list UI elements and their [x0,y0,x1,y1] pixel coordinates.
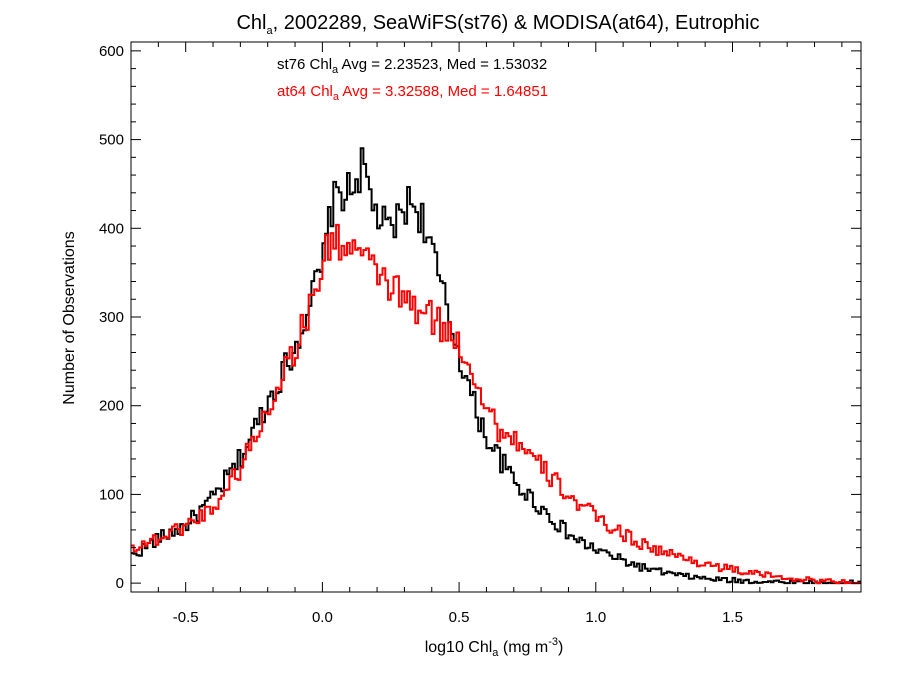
series-layer [131,147,861,585]
y-tick-label: 0 [116,575,124,592]
st76-annotation: st76 Chla Avg = 2.23523, Med = 1.53032 [277,56,547,76]
x-tick-label: 0.0 [312,609,333,626]
x-tick-label: 1.0 [585,609,606,626]
st76-histogram-line [131,147,861,585]
ticks-layer: -0.5 0.0 0.5 1.0 1.5 0 100 200 300 400 500 600 [99,42,861,626]
y-tick-label: 400 [99,220,124,237]
y-tick-label: 200 [99,398,124,415]
y-tick-label: 100 [99,486,124,503]
at64-annotation: at64 Chla Avg = 3.32588, Med = 1.64851 [277,83,548,103]
plot-frame [130,41,862,593]
y-axis-label: Number of Observations [61,231,78,404]
y-tick-label: 600 [99,43,124,60]
chart-title: Chla, 2002289, SeaWiFS(st76) & MODISA(at… [236,12,759,37]
y-tick-label: 500 [99,132,124,149]
x-tick-label: 1.5 [722,609,743,626]
y-tick-label: 300 [99,309,124,326]
at64-histogram-line [131,223,861,585]
x-tick-label: -0.5 [173,609,199,626]
x-axis-label: log10 Chla (mg m-3) [425,636,564,659]
x-tick-label: 0.5 [449,609,470,626]
